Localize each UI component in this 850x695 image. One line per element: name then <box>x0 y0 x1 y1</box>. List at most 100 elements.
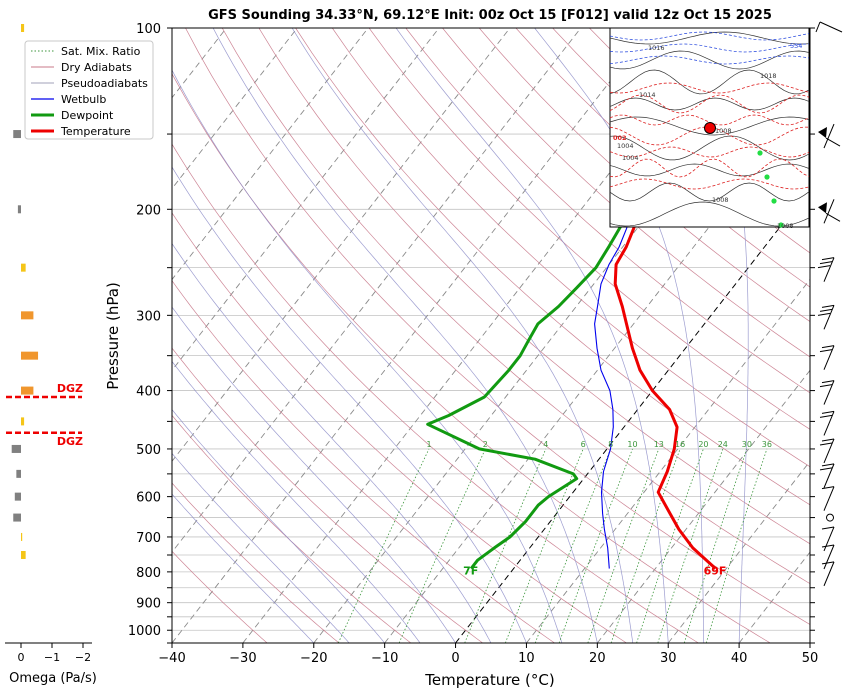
inset-map-contours <box>609 31 810 228</box>
mixing-ratio-line <box>398 448 486 643</box>
wind-barb-flag <box>821 410 835 414</box>
omega-tick-label: 0 <box>18 651 25 664</box>
inset-pressure-label: 1004 <box>622 154 639 162</box>
y-tick-label: 400 <box>136 385 161 400</box>
inset-precip <box>757 150 763 156</box>
y-tick-label: 800 <box>136 566 161 581</box>
legend-label: Pseudoadiabats <box>61 77 148 90</box>
inset-pressure-label: 1014 <box>639 91 656 99</box>
mixing-ratio-label: 2 <box>483 440 488 449</box>
inset-contour <box>609 55 810 65</box>
wind-barb <box>825 137 841 147</box>
mixing-ratio-label: 1 <box>426 440 431 449</box>
wind-barb-flag <box>821 486 835 490</box>
omega-bar <box>21 550 26 559</box>
dry-adiabat <box>515 28 810 288</box>
omega-bar <box>21 532 23 541</box>
inset-contour <box>609 158 810 178</box>
mixing-ratio-labels: 1 2 4 6 8 10 13 16 20 24 30 36 <box>426 440 771 449</box>
wind-barb-shaft <box>823 411 835 436</box>
inset-contour <box>609 116 810 136</box>
wind-barb-shaft <box>823 486 835 511</box>
omega-axis-label: Omega (Pa/s) <box>9 671 97 686</box>
pseudoadiabat <box>395 28 669 643</box>
inset-pressure-label: 1018 <box>760 72 777 80</box>
wind-barb-flag <box>819 414 833 418</box>
wind-barb-pennant <box>818 127 827 138</box>
omega-bar <box>17 205 21 214</box>
inset-precip <box>771 198 777 204</box>
reference-lines <box>172 28 810 643</box>
wind-barb-flag <box>819 442 833 446</box>
dry-adiabat <box>295 28 810 506</box>
legend-label: Sat. Mix. Ratio <box>61 45 141 58</box>
inset-contour <box>609 163 810 177</box>
inset-contour <box>609 31 810 41</box>
wind-barb-shaft <box>823 380 835 405</box>
omega-bar <box>14 492 21 501</box>
wind-barb-shaft <box>823 438 835 464</box>
wind-barb-flag <box>821 561 835 565</box>
mixing-ratio-line <box>610 448 681 643</box>
wind-barbs <box>809 21 843 643</box>
omega-bar <box>21 351 39 360</box>
x-tick-label: −40 <box>158 651 185 666</box>
pseudoadiabat <box>534 28 705 643</box>
dry-adiabat <box>172 212 627 643</box>
wind-barb-shaft <box>823 257 835 282</box>
pseudoadiabat <box>172 242 492 643</box>
inset-pressure-label: 002 <box>613 134 627 142</box>
inset-contour <box>609 135 810 161</box>
omega-bar <box>11 444 21 453</box>
x-tick-label: 20 <box>589 651 606 666</box>
inset-contour <box>609 31 810 45</box>
dry-adiabat <box>172 482 340 643</box>
wind-barb-flag <box>821 345 835 349</box>
inset-map-labels: 1016 1014 1018 1008 1004 1004 1008 1008 534 002 <box>613 42 802 230</box>
dry-adiabat <box>172 347 483 643</box>
legend-label: Wetbulb <box>61 93 106 106</box>
wind-barb-flag <box>821 304 835 308</box>
inset-contour <box>609 201 810 227</box>
x-tick-label: 40 <box>731 651 748 666</box>
wind-barb-shaft <box>823 544 835 570</box>
mixing-ratio-line <box>587 448 660 643</box>
wind-barb-flag <box>821 526 835 530</box>
legend-label: Dry Adiabats <box>61 61 132 74</box>
wind-barb-shaft <box>823 199 835 224</box>
mixing-ratio-label: 20 <box>698 440 708 449</box>
inset-contour <box>609 94 810 114</box>
station-marker <box>704 122 716 134</box>
dry-adiabat <box>332 28 810 468</box>
inset-contour <box>609 146 810 158</box>
wind-barb-flag <box>821 380 835 384</box>
omega-bar <box>21 386 34 395</box>
inset-precip <box>764 174 770 180</box>
x-tick-label: −30 <box>229 651 256 666</box>
isotherm-line <box>172 28 653 643</box>
wind-barb-shaft <box>823 345 835 370</box>
mixing-ratio-line <box>464 448 547 643</box>
legend-label: Dewpoint <box>61 109 114 122</box>
wind-barb-flag <box>821 438 835 442</box>
x-tick-label: −20 <box>300 651 327 666</box>
inset-contour <box>609 82 810 94</box>
mixing-ratio-line <box>636 448 704 643</box>
y-tick-label: 1000 <box>128 624 161 639</box>
inset-contour <box>609 43 810 53</box>
y-tick-label: 500 <box>136 443 161 458</box>
wind-barb-flag <box>819 261 833 265</box>
wind-barb-flag <box>821 463 835 467</box>
dgz-label: DGZ <box>57 435 83 448</box>
inset-pressure-label: 534 <box>790 42 802 50</box>
dry-adiabat <box>478 28 810 323</box>
y-axis-label: Pressure (hPa) <box>104 282 122 390</box>
legend: Sat. Mix. Ratio Dry Adiabats Pseudoadiabat… <box>24 40 154 140</box>
omega-tick-label: −2 <box>75 651 91 664</box>
wind-barb-shaft <box>823 463 835 489</box>
inset-precip <box>778 222 784 228</box>
inset-pressure-label: 1008 <box>715 127 732 135</box>
pseudoadiabat <box>172 452 350 643</box>
pseudoadiabat <box>172 360 421 643</box>
